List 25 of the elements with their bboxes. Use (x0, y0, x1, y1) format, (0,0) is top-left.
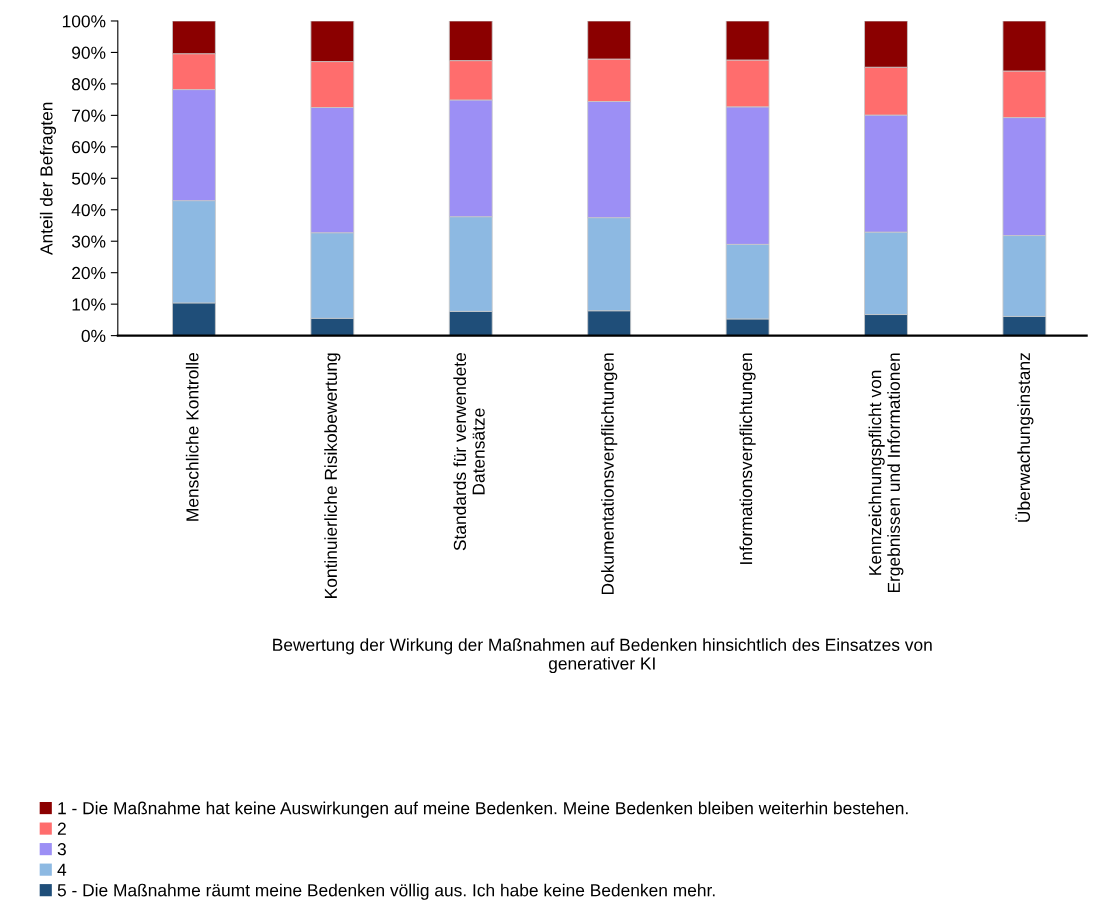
legend-label: 4 (57, 863, 67, 876)
x-tick-label: Dokumentationsverpflichtungen (601, 353, 618, 595)
legend-label: 5 - Die Maßnahme räumt meine Bedenken völlig aus. Ich habe keine Bedenken mehr. (57, 883, 715, 900)
y-tick-label: 40% (71, 203, 106, 217)
y-tick-label: 50% (71, 172, 106, 185)
x-tick-label: Kontinuierliche Risikobewertung (324, 353, 341, 598)
x-tick-label: Überwachungsinstanz (1015, 353, 1034, 522)
y-tick-label: 10% (72, 298, 106, 311)
y-tick-label: 70% (72, 109, 106, 122)
y-tick-label: 0% (81, 329, 106, 343)
y-axis-title: Anteil der Befragten (39, 102, 57, 255)
legend-label: 1 - Die Maßnahme hat keine Auswirkungen auf meine Bedenken. Meine Bedenken bleiben weiterhin bestehen. (58, 801, 908, 818)
x-axis-title: Bewertung der Wirkung der Maßnahmen auf Bedenken hinsichtlich des Einsatzes von generativer KI (273, 638, 932, 674)
y-tick-label: 100% (62, 15, 106, 28)
x-tick-label: Kennzeichnungspflicht von Ergebnissen und Informationen (868, 353, 904, 593)
x-tick-label: Menschliche Kontrolle (185, 353, 199, 521)
legend-label: 2 (57, 822, 66, 835)
y-tick-label: 30% (71, 235, 106, 248)
y-tick-label: 20% (72, 266, 106, 280)
y-tick-label: 90% (72, 46, 106, 59)
y-tick-label: 60% (72, 141, 106, 154)
y-tick-label: 80% (72, 78, 106, 91)
legend-label: 3 (57, 843, 66, 856)
x-tick-label: Standards für verwendete Datensätze (453, 353, 485, 551)
x-tick-label: Informationsverpflichtungen (739, 353, 756, 564)
